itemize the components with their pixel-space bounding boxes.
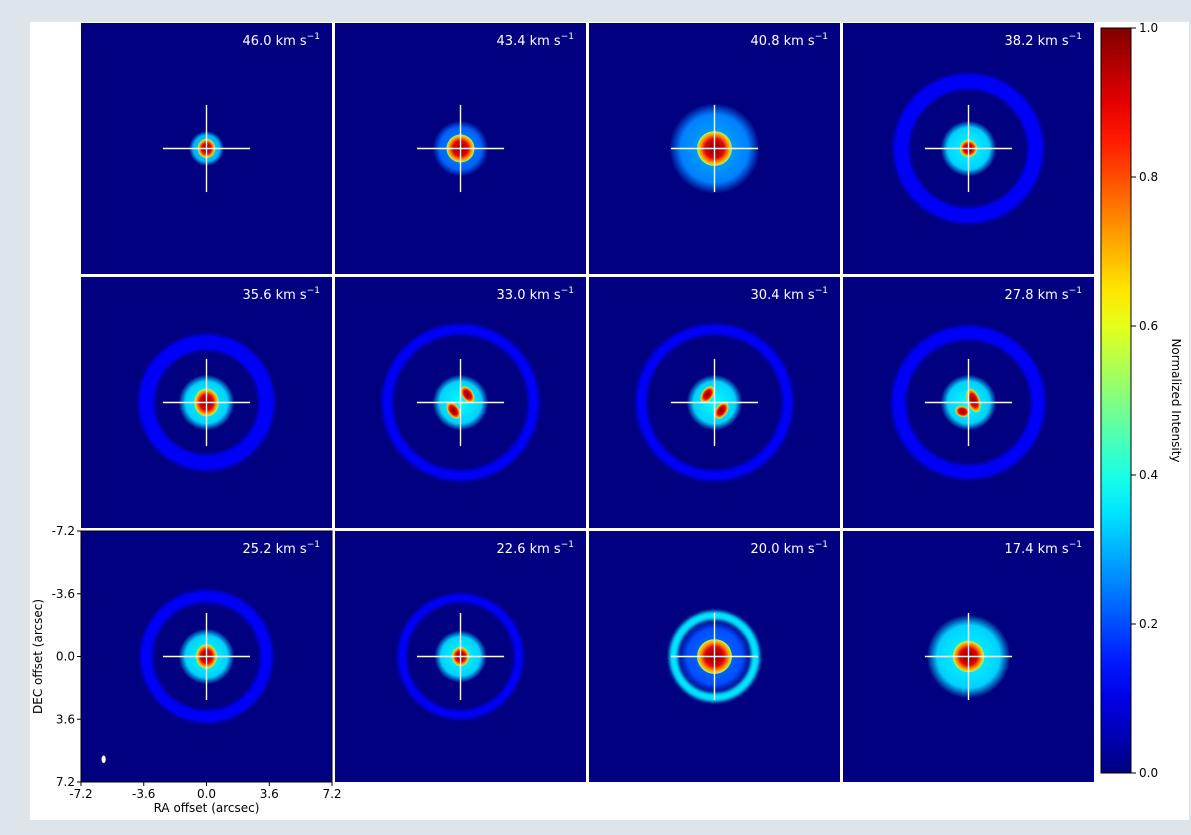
channel-panel: 25.2 km s−1 [81, 531, 332, 782]
velocity-label: 35.6 km s−1 [243, 286, 320, 303]
channel-panel: 22.6 km s−1 [335, 531, 586, 782]
crosshair [924, 612, 1013, 701]
colorbar-tick-label: 0.4 [1139, 468, 1158, 482]
colorbar-tick-label: 0.0 [1139, 766, 1158, 780]
channel-panel: 27.8 km s−1 [843, 277, 1094, 528]
crosshair [670, 612, 759, 701]
x-tick-label: 0.0 [197, 787, 216, 801]
beam-ellipse [101, 755, 106, 764]
velocity-label: 30.4 km s−1 [751, 286, 828, 303]
emission-ring [382, 324, 539, 481]
channel-panel: 43.4 km s−1 [335, 23, 586, 274]
colorbar-label: Normalized Intensity [1169, 338, 1183, 462]
channel-panel: 38.2 km s−1 [843, 23, 1094, 274]
velocity-label: 46.0 km s−1 [243, 32, 320, 49]
emission-ring [893, 73, 1044, 224]
velocity-label: 40.8 km s−1 [751, 32, 828, 49]
velocity-label: 20.0 km s−1 [751, 540, 828, 557]
crosshair [416, 104, 505, 193]
crosshair [162, 358, 251, 447]
channel-map-svg: 46.0 km s−1 43.4 km s−1 40.8 km s−1 38.2 km… [31, 22, 1183, 815]
x-tick-label: 3.6 [260, 787, 279, 801]
colorbar-tick-label: 1.0 [1139, 22, 1158, 35]
colorbar: 0.0 0.2 0.4 0.6 0.8 1.0 Normalized Intensity [1100, 22, 1183, 780]
channel-panel: 30.4 km s−1 [589, 277, 840, 528]
crosshair [162, 612, 251, 701]
channel-panel: 20.0 km s−1 [589, 531, 840, 782]
emission-ring [397, 593, 524, 720]
channel-panel: 35.6 km s−1 [81, 277, 332, 528]
crosshair [416, 358, 505, 447]
velocity-label: 33.0 km s−1 [497, 286, 574, 303]
velocity-label: 43.4 km s−1 [497, 32, 574, 49]
channel-map-figure: 46.0 km s−1 43.4 km s−1 40.8 km s−1 38.2 km… [30, 22, 1189, 820]
crosshair [670, 104, 759, 193]
y-tick-label: -7.2 [52, 524, 75, 538]
velocity-label: 22.6 km s−1 [497, 540, 574, 557]
velocity-label: 27.8 km s−1 [1005, 286, 1082, 303]
y-tick-label: 3.6 [56, 712, 75, 726]
velocity-label: 38.2 km s−1 [1005, 32, 1082, 49]
emission-core [700, 386, 729, 419]
x-axis-label: RA offset (arcsec) [154, 801, 260, 815]
emission-ring [140, 590, 273, 723]
channel-panel: 40.8 km s−1 [589, 23, 840, 274]
colorbar-tick-label: 0.8 [1139, 170, 1158, 184]
x-tick-label: -3.6 [132, 787, 155, 801]
colorbar-tick-label: 0.2 [1139, 617, 1158, 631]
crosshair [670, 358, 759, 447]
emission-core [955, 388, 981, 418]
colorbar-gradient [1100, 27, 1132, 774]
crosshair [162, 104, 251, 193]
crosshair [924, 358, 1013, 447]
channel-panel: 17.4 km s−1 [843, 531, 1094, 782]
emission-ring [138, 334, 275, 471]
y-axis-label: DEC offset (arcsec) [31, 599, 45, 714]
x-tick-label: 7.2 [322, 787, 341, 801]
velocity-label: 17.4 km s−1 [1005, 540, 1082, 557]
channel-panel: 46.0 km s−1 [81, 23, 332, 274]
emission-core [446, 386, 475, 419]
panel-grid: 46.0 km s−1 43.4 km s−1 40.8 km s−1 38.2 km… [81, 23, 1094, 782]
colorbar-tick-label: 0.6 [1139, 319, 1158, 333]
y-tick-label: -3.6 [52, 587, 75, 601]
axes: -7.2 -3.6 0.0 3.6 7.2-7.2-3.60.03.67.2RA off… [31, 524, 342, 815]
crosshair [924, 104, 1013, 193]
crosshair [416, 612, 505, 701]
y-tick-label: 0.0 [56, 650, 75, 664]
emission-ring [891, 325, 1046, 480]
y-tick-label: 7.2 [56, 775, 75, 789]
emission-ring [636, 324, 793, 481]
channel-panel: 33.0 km s−1 [335, 277, 586, 528]
x-tick-label: -7.2 [69, 787, 92, 801]
velocity-label: 25.2 km s−1 [243, 540, 320, 557]
